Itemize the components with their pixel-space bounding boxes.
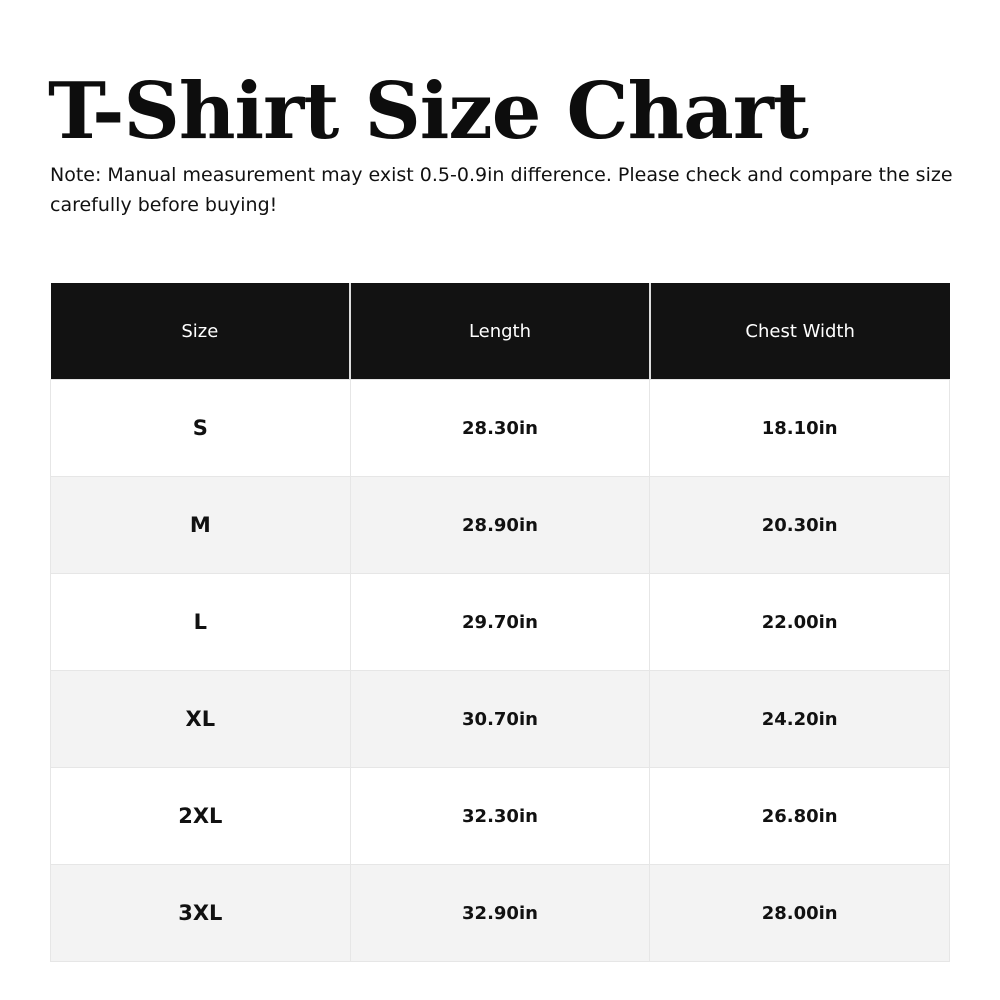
table-row: XL 30.70in 24.20in	[50, 670, 950, 768]
length-cell: 32.90in	[349, 864, 651, 962]
header-length: Length	[349, 283, 650, 380]
chest-width-cell: 22.00in	[649, 573, 950, 671]
header-chest-width: Chest Width	[648, 283, 950, 380]
table-row: M 28.90in 20.30in	[50, 476, 950, 574]
chest-width-cell: 18.10in	[649, 379, 950, 477]
size-cell: S	[50, 379, 351, 477]
chest-width-cell: 26.80in	[649, 767, 950, 865]
size-table: Size Length Chest Width S 28.30in 18.10i…	[50, 283, 950, 962]
length-cell: 28.30in	[349, 379, 651, 477]
chest-width-cell: 28.00in	[649, 864, 950, 962]
size-cell: XL	[50, 670, 351, 768]
size-cell: 3XL	[50, 864, 351, 962]
chest-width-cell: 20.30in	[649, 476, 950, 574]
table-row: S 28.30in 18.10in	[50, 379, 950, 477]
header-size: Size	[50, 283, 351, 380]
length-cell: 28.90in	[349, 476, 651, 574]
measurement-note: Note: Manual measurement may exist 0.5-0…	[50, 164, 953, 216]
length-cell: 29.70in	[349, 573, 651, 671]
length-cell: 30.70in	[349, 670, 651, 768]
size-cell: M	[50, 476, 351, 574]
table-header-row: Size Length Chest Width	[50, 283, 950, 380]
table-row: 2XL 32.30in 26.80in	[50, 767, 950, 865]
length-cell: 32.30in	[349, 767, 651, 865]
page-title: T-Shirt Size Chart	[48, 66, 809, 157]
table-row: L 29.70in 22.00in	[50, 573, 950, 671]
table-row: 3XL 32.90in 28.00in	[50, 864, 950, 962]
chest-width-cell: 24.20in	[649, 670, 950, 768]
size-cell: 2XL	[50, 767, 351, 865]
size-cell: L	[50, 573, 351, 671]
